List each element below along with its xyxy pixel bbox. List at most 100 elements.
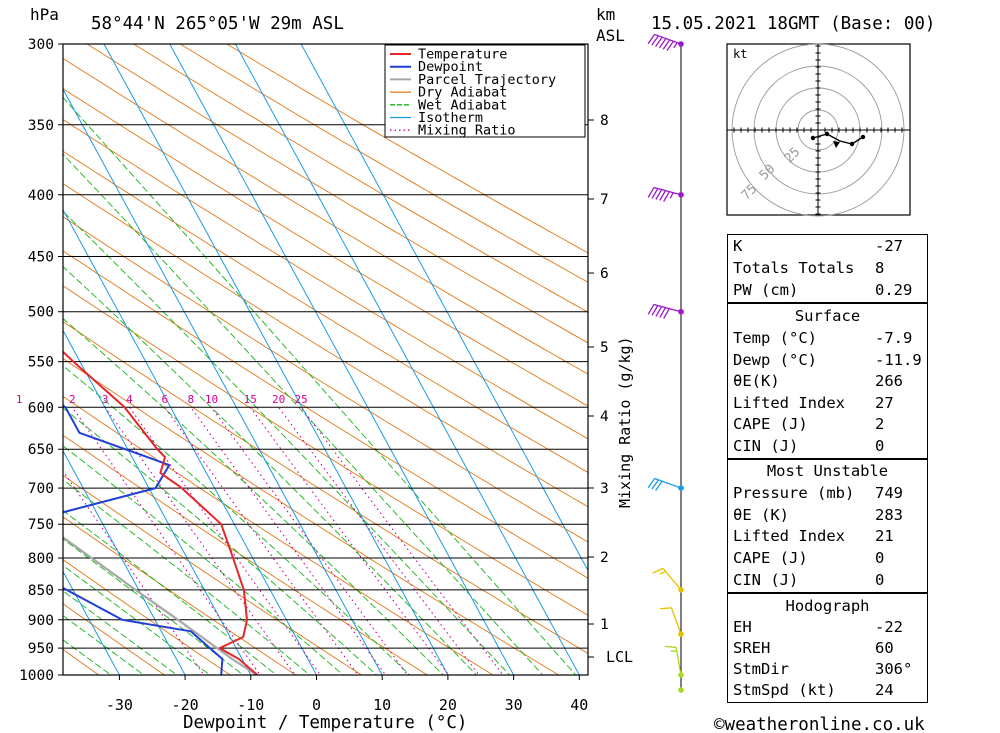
surface-row: CAPE (J) 2 bbox=[733, 415, 885, 433]
temperature-axis-labels: -30 -20 -10 0 10 20 30 40 bbox=[106, 675, 588, 714]
pressure-label: 550 bbox=[28, 355, 54, 371]
mixing-ratio-label: 8 bbox=[187, 393, 194, 406]
dry-adiabat bbox=[63, 150, 588, 473]
hodograph-unit-label: kt bbox=[733, 47, 747, 61]
pressure-label: 1000 bbox=[19, 668, 54, 684]
wind-barb-feather bbox=[651, 188, 659, 199]
wind-barb-feather bbox=[647, 34, 656, 45]
mixing-ratio-label: 3 bbox=[102, 393, 109, 406]
wind-barb-shaft bbox=[654, 477, 682, 489]
pressure-axis-labels: 300 350 400 450 500 550 600 650 700 750 800 850 900 9… bbox=[19, 37, 63, 684]
temperature-line bbox=[63, 350, 260, 675]
wind-barb-feather bbox=[647, 187, 655, 198]
wind-barb-feather bbox=[655, 306, 663, 317]
wet-adiabat bbox=[63, 153, 544, 675]
asl-label: ASL bbox=[596, 26, 625, 45]
dry-adiabat bbox=[86, 44, 588, 344]
pressure-label: 700 bbox=[28, 481, 54, 497]
isotherm bbox=[234, 44, 580, 675]
pressure-label: 350 bbox=[28, 118, 54, 134]
hpa-label: hPa bbox=[30, 5, 59, 24]
pressure-label: 800 bbox=[28, 551, 54, 567]
wind-barb-feather bbox=[651, 305, 659, 316]
pressure-label: 900 bbox=[28, 613, 54, 629]
wind-barb-shaft bbox=[670, 607, 682, 635]
legend-label: Parcel Trajectory bbox=[418, 72, 556, 88]
pressure-gridlines bbox=[63, 44, 588, 675]
index-row: PW (cm) 0.29 bbox=[733, 281, 913, 299]
mixing-ratio-label: 20 bbox=[272, 393, 285, 406]
mixing-ratio-line bbox=[300, 406, 504, 675]
legend-label: Dewpoint bbox=[418, 59, 483, 75]
wind-barb-half-feather bbox=[673, 42, 678, 49]
mixing-ratio-labels: 1 2 3 4 6 8 10 15 20 25 bbox=[16, 393, 308, 406]
height-label: 4 bbox=[600, 409, 609, 425]
mixing-ratio-label: 15 bbox=[244, 393, 257, 406]
indices-top-panel: K -27 Totals Totals 8 PW (cm) 0.29 bbox=[727, 234, 928, 303]
height-label: 2 bbox=[600, 550, 609, 566]
isotherm bbox=[300, 44, 588, 572]
wind-barb-dot bbox=[678, 308, 684, 315]
mu-row: CAPE (J) 0 bbox=[733, 549, 885, 567]
plot-frame bbox=[62, 43, 589, 676]
temperature-label: -10 bbox=[237, 696, 264, 714]
wind-barb-feather bbox=[664, 645, 677, 649]
mixing-ratio-line bbox=[278, 406, 480, 675]
height-axis: 8 7 6 5 4 3 2 1 LCL bbox=[588, 113, 633, 666]
surface-panel: Surface Temp (°C) -7.9 Dewp (°C) -11.9 θE(… bbox=[727, 303, 928, 459]
wind-barb-feather bbox=[660, 607, 672, 610]
pressure-label: 600 bbox=[28, 400, 54, 416]
wind-barb-feather bbox=[647, 304, 655, 315]
sounding-profiles bbox=[63, 350, 260, 675]
wind-barb-feather bbox=[662, 39, 671, 50]
wind-barb-feather bbox=[651, 479, 659, 490]
height-label: 6 bbox=[600, 266, 609, 282]
mixing-ratio-label: 25 bbox=[295, 393, 308, 406]
hodograph-trace bbox=[812, 133, 864, 145]
pressure-label: 500 bbox=[28, 305, 54, 321]
wind-barb-feather bbox=[666, 40, 675, 51]
surface-row: θE(K) 266 bbox=[733, 372, 903, 390]
lcl-label: LCL bbox=[606, 648, 633, 666]
dry-adiabat bbox=[63, 250, 588, 579]
wind-barb-half-feather bbox=[659, 570, 666, 575]
mixing-ratio-line bbox=[249, 406, 450, 675]
wind-barb-column bbox=[647, 33, 684, 693]
wind-barb-feather bbox=[652, 567, 664, 574]
wind-barb-feather bbox=[655, 189, 663, 200]
isotherm bbox=[63, 208, 318, 675]
height-label: 1 bbox=[600, 617, 609, 633]
mu-row: θE (K) 283 bbox=[733, 506, 903, 524]
wind-barb-shaft bbox=[662, 567, 682, 591]
pressure-label: 450 bbox=[28, 250, 54, 266]
wet-adiabat bbox=[63, 407, 378, 675]
pressure-label: 400 bbox=[28, 188, 54, 204]
hodograph-point bbox=[824, 131, 830, 137]
hodograph-point bbox=[810, 135, 816, 141]
legend-box bbox=[384, 44, 586, 138]
isotherm bbox=[63, 570, 120, 675]
dry-adiabat bbox=[63, 119, 588, 440]
parcel-trajectory-line bbox=[63, 536, 259, 675]
pressure-label: 850 bbox=[28, 583, 54, 599]
height-label: 5 bbox=[600, 340, 609, 356]
mixing-ratio-axis-title: Mixing Ratio (g/kg) bbox=[616, 336, 634, 508]
wind-barb-feather bbox=[663, 308, 670, 319]
hodograph-panel: Hodograph EH -22 SREH 60 StmDir 306° StmSpd… bbox=[727, 593, 928, 703]
index-row: K -27 bbox=[733, 237, 903, 255]
wind-barb-feather bbox=[659, 307, 667, 318]
wind-barb-half-feather bbox=[669, 192, 674, 199]
pressure-label: 750 bbox=[28, 517, 54, 533]
mu-row: Lifted Index 21 bbox=[733, 527, 894, 545]
temperature-label: 40 bbox=[570, 696, 588, 714]
mu-row: Pressure (mb) 749 bbox=[733, 484, 903, 502]
dry-adiabat bbox=[63, 285, 588, 616]
index-row: Totals Totals 8 bbox=[733, 259, 885, 277]
wind-barb-feather bbox=[651, 35, 659, 46]
wind-barb-shaft bbox=[653, 186, 682, 196]
isotherm bbox=[63, 329, 252, 675]
storm-motion-marker bbox=[833, 141, 840, 148]
